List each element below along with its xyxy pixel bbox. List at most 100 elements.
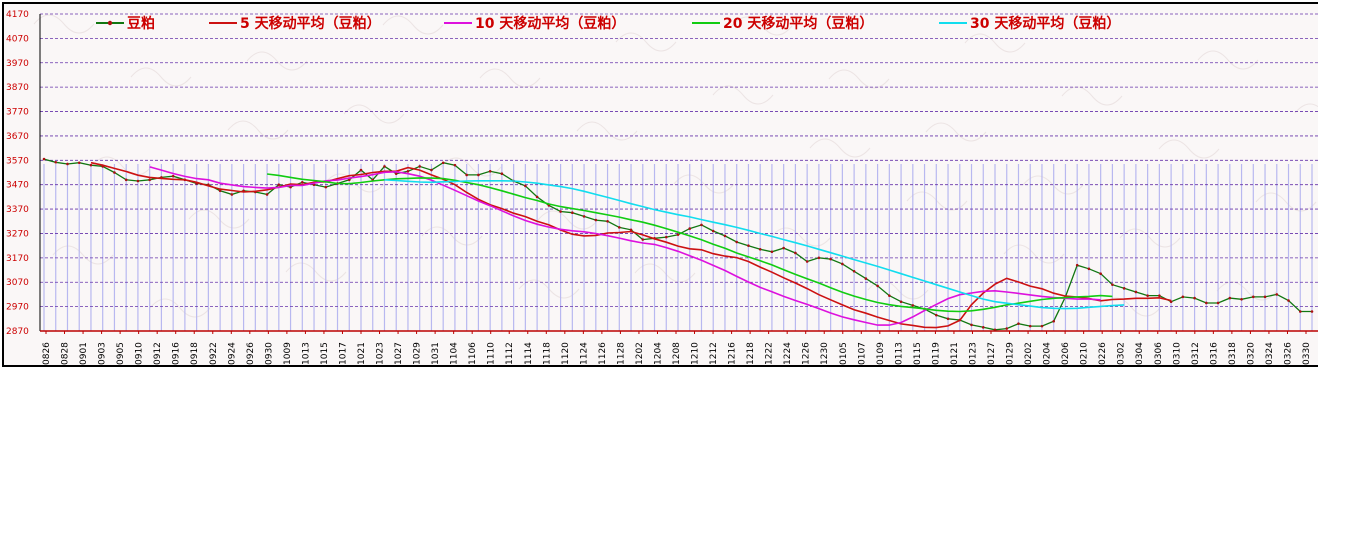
x-tick-label: 0306 xyxy=(1154,342,1164,365)
background-swirl xyxy=(712,85,774,105)
series-point xyxy=(535,195,539,199)
y-tick-label: 4170 xyxy=(6,10,29,20)
series-point xyxy=(1017,322,1020,325)
y-tick-label: 3170 xyxy=(6,254,29,264)
series-point xyxy=(430,168,433,172)
legend-label: 5 天移动平均（豆粕） xyxy=(240,15,381,32)
series-point xyxy=(488,169,492,173)
x-tick-label: 0926 xyxy=(246,342,256,365)
x-tick-label: 0310 xyxy=(1172,342,1182,365)
x-tick-label: 0916 xyxy=(172,342,182,365)
x-tick-label: 0119 xyxy=(931,342,941,365)
series-point xyxy=(1111,283,1114,286)
x-tick-label: 0129 xyxy=(1006,342,1016,365)
series-point xyxy=(89,163,93,167)
x-tick-label: 0905 xyxy=(116,342,126,365)
background-swirl xyxy=(1294,103,1346,123)
background-swirl xyxy=(149,298,211,318)
x-tick-label: 0912 xyxy=(153,342,163,365)
x-tick-label: 1126 xyxy=(598,342,608,365)
series-point xyxy=(1146,294,1149,297)
x-tick-label: 0826 xyxy=(42,342,52,365)
x-tick-label: 1104 xyxy=(450,342,460,365)
x-tick-label: 0113 xyxy=(894,342,904,365)
background-swirl xyxy=(731,16,793,36)
series-point xyxy=(582,215,586,218)
series-point xyxy=(711,229,715,233)
series-point xyxy=(606,219,609,223)
background-swirl xyxy=(1003,244,1065,264)
series-point xyxy=(641,238,645,241)
background-swirl xyxy=(770,227,832,247)
background-swirl xyxy=(421,226,483,246)
background-swirl xyxy=(809,138,871,158)
series-point xyxy=(864,277,868,280)
series-point xyxy=(383,165,386,168)
series-point xyxy=(1005,327,1009,330)
series-point xyxy=(782,246,785,250)
series-point xyxy=(852,269,856,273)
x-tick-label: 0318 xyxy=(1228,342,1238,365)
x-tick-label: 0312 xyxy=(1191,342,1201,365)
x-tick-label: 0918 xyxy=(190,342,200,365)
series-point xyxy=(629,228,633,232)
x-tick-label: 1210 xyxy=(691,342,701,365)
x-tick-label: 0910 xyxy=(135,342,145,365)
series-point xyxy=(418,165,422,168)
series-point xyxy=(594,218,598,222)
background-swirl xyxy=(52,245,114,265)
x-tick-label: 0316 xyxy=(1209,342,1219,365)
series-point xyxy=(77,161,81,165)
series-point xyxy=(300,180,304,184)
x-tick-label: 1202 xyxy=(635,342,645,365)
background-swirl xyxy=(1061,86,1123,106)
series-point xyxy=(1052,319,1056,323)
x-tick-label: 1009 xyxy=(283,342,293,365)
x-tick-label: 1212 xyxy=(709,342,719,365)
series-point xyxy=(1193,296,1196,300)
series-point xyxy=(559,210,562,213)
legend-label: 20 天移动平均（豆粕） xyxy=(723,15,873,32)
background-swirl xyxy=(537,210,599,230)
x-tick-label: 0105 xyxy=(839,342,849,365)
x-tick-label: 0326 xyxy=(1283,342,1293,365)
series-point xyxy=(324,185,328,189)
series-point xyxy=(1040,324,1044,328)
chart-frame: 2870 2970 3070 3170 3270 3370 3470 3570 3670 3770… xyxy=(2,2,1346,367)
y-tick-label: 3870 xyxy=(6,83,29,93)
x-tick-label: 0115 xyxy=(913,342,923,365)
series-point xyxy=(1251,295,1255,299)
series-point xyxy=(1216,301,1220,305)
series-point xyxy=(946,317,950,321)
y-tick-label: 3070 xyxy=(6,278,29,288)
series-line xyxy=(384,179,1125,310)
x-tick-label: 0330 xyxy=(1302,342,1312,365)
series-point xyxy=(1240,298,1243,301)
x-tick-label: 1226 xyxy=(802,342,812,365)
series-line xyxy=(90,161,1172,329)
background-swirl xyxy=(91,156,153,176)
legend-label: 30 天移动平均（豆粕） xyxy=(970,15,1120,32)
x-tick-label: 1106 xyxy=(468,342,478,365)
x-tick-label: 1128 xyxy=(616,342,626,365)
x-tick-label: 0924 xyxy=(227,342,237,365)
background-swirl xyxy=(440,157,502,177)
x-tick-label: 0127 xyxy=(987,342,997,365)
y-tick-label: 3570 xyxy=(6,156,29,166)
x-tick-label: 1218 xyxy=(746,342,756,365)
series-point xyxy=(617,226,621,229)
x-tick-label: 1120 xyxy=(561,342,571,365)
series-point xyxy=(1099,272,1102,275)
x-tick-label: 1204 xyxy=(653,342,663,365)
series-point xyxy=(66,162,69,166)
series-point xyxy=(664,235,668,239)
background-swirl xyxy=(906,191,968,211)
series-lines xyxy=(42,157,1314,332)
series-point xyxy=(289,185,292,189)
series-point xyxy=(770,250,774,254)
series-point xyxy=(347,178,351,182)
series-point xyxy=(136,179,140,183)
series-point xyxy=(888,294,891,297)
x-tick-label: 0210 xyxy=(1080,342,1090,365)
x-tick-label: 0121 xyxy=(950,342,960,365)
